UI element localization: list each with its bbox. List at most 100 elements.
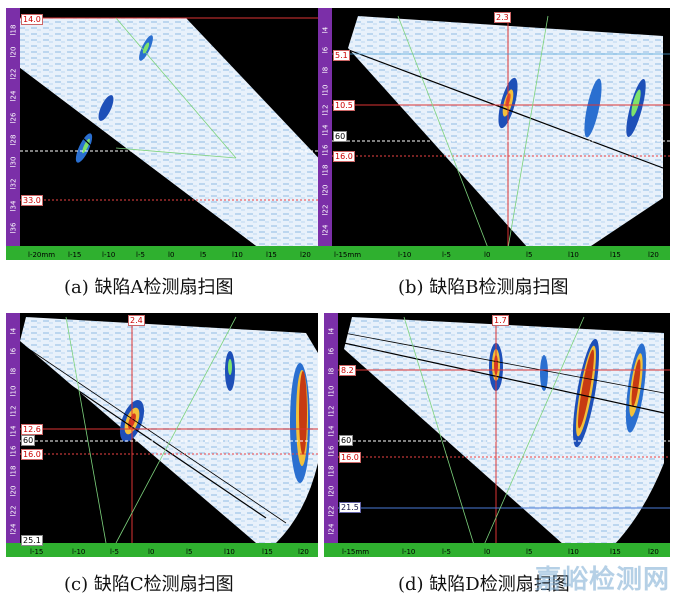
depth-tick: l20 xyxy=(321,184,330,196)
scan-area-d xyxy=(344,317,664,545)
sector-scan-a xyxy=(19,17,328,247)
depth-tick: l22 xyxy=(9,505,18,517)
position-tick: l5 xyxy=(526,251,533,259)
depth-tick: l4 xyxy=(327,327,336,335)
depth-tick: l8 xyxy=(321,66,330,74)
depth-tick: l24 xyxy=(327,523,336,535)
position-tick: l-10 xyxy=(72,548,86,556)
position-tick: l-15 xyxy=(68,251,82,259)
position-tick: l20 xyxy=(298,548,309,556)
depth-tick: l6 xyxy=(327,347,336,355)
gate-marker: 2.3 xyxy=(494,12,511,23)
sector-scan-d xyxy=(338,316,670,546)
gate-marker: 25.1 xyxy=(21,535,43,546)
depth-tick: l4 xyxy=(321,26,330,34)
gate-marker: 8.2 xyxy=(339,365,356,376)
position-tick: l-10 xyxy=(102,251,116,259)
gate-marker: 14.0 xyxy=(21,14,43,25)
position-tick: l15 xyxy=(610,251,621,259)
depth-tick: l12 xyxy=(327,405,336,417)
depth-tick: l16 xyxy=(321,144,330,156)
caption-c: (c) 缺陷C检测扇扫图 xyxy=(64,574,234,595)
gate-marker: 60 xyxy=(333,131,348,142)
position-tick: l10 xyxy=(568,251,579,259)
position-ruler-c: l-15 l-10 l-5 l0 l5 l10 l15 l20 xyxy=(6,543,318,557)
gate-marker: 16.0 xyxy=(333,151,355,162)
position-tick: l-20mm xyxy=(28,251,56,259)
position-tick: l20 xyxy=(648,548,659,556)
position-tick: l-15mm xyxy=(334,251,362,259)
gate-marker: 12.6 xyxy=(21,424,43,435)
position-tick: l20 xyxy=(648,251,659,259)
gate-marker: 33.0 xyxy=(21,195,43,206)
position-ruler-a: l-20mm l-15 l-10 l-5 l0 l5 l10 l15 l20 xyxy=(6,246,328,260)
position-tick: l-5 xyxy=(442,548,451,556)
gate-marker: 10.5 xyxy=(333,100,355,111)
position-tick: l0 xyxy=(484,251,491,259)
depth-tick: l22 xyxy=(9,68,18,80)
depth-tick: l16 xyxy=(9,445,18,457)
position-tick: l-10 xyxy=(398,251,412,259)
position-tick: l5 xyxy=(186,548,193,556)
position-tick: l-5 xyxy=(136,251,145,259)
gate-marker: 16.0 xyxy=(339,452,361,463)
position-tick: l10 xyxy=(224,548,235,556)
depth-tick: l10 xyxy=(327,385,336,397)
depth-tick: l30 xyxy=(9,156,18,168)
caption-a: (a) 缺陷A检测扇扫图 xyxy=(64,277,234,298)
depth-ruler-a: l18 l20 l22 l24 l26 l28 l30 l32 l34 l36 xyxy=(6,8,20,260)
scan-panel-d: l4 l6 l8 l10 l12 l14 l16 l18 l20 l22 l24… xyxy=(324,313,670,557)
sector-scan-c xyxy=(19,316,318,544)
scan-panel-b: l4 l6 l8 l10 l12 l14 l16 l18 l20 l22 l24… xyxy=(318,8,670,260)
depth-tick: l12 xyxy=(321,104,330,116)
depth-tick: l18 xyxy=(9,465,18,477)
position-tick: l15 xyxy=(262,548,273,556)
position-tick: l0 xyxy=(148,548,155,556)
scan-panel-c: l4 l6 l8 l10 l12 l14 l16 l18 l20 l22 l24… xyxy=(6,313,318,557)
depth-tick: l6 xyxy=(321,46,330,54)
depth-tick: l6 xyxy=(9,347,18,355)
gate-marker: 60 xyxy=(21,435,36,446)
scan-panel-a: l18 l20 l22 l24 l26 l28 l30 l32 l34 l36 … xyxy=(6,8,328,260)
caption-b: (b) 缺陷B检测扇扫图 xyxy=(398,277,569,298)
depth-tick: l10 xyxy=(321,84,330,96)
flaw-indication-a xyxy=(98,95,114,121)
gate-marker: 1.7 xyxy=(492,315,509,326)
position-ruler-d: l-15mm l-10 l-5 l0 l5 l10 l15 l20 xyxy=(324,543,670,557)
depth-tick: l14 xyxy=(327,425,336,437)
gate-marker: 2.4 xyxy=(128,315,145,326)
position-tick: l20 xyxy=(300,251,311,259)
position-tick: l-5 xyxy=(110,548,119,556)
gate-marker: 16.0 xyxy=(21,449,43,460)
depth-tick: l24 xyxy=(321,224,330,236)
sector-scan-b xyxy=(332,15,670,249)
gate-marker: 5.1 xyxy=(333,50,350,61)
position-tick: l10 xyxy=(232,251,243,259)
depth-tick: l14 xyxy=(9,425,18,437)
depth-tick: l12 xyxy=(9,405,18,417)
caption-d: (d) 缺陷D检测扇扫图 xyxy=(398,574,570,595)
scan-area-b xyxy=(348,16,663,248)
depth-ruler-d: l4 l6 l8 l10 l12 l14 l16 l18 l20 l22 l24 xyxy=(324,313,338,557)
position-tick: l0 xyxy=(484,548,491,556)
depth-tick: l32 xyxy=(9,178,18,190)
watermark: 嘉峪检测网 xyxy=(534,565,670,595)
depth-tick: l4 xyxy=(9,327,18,335)
depth-tick: l8 xyxy=(327,367,336,375)
depth-tick: l18 xyxy=(321,164,330,176)
depth-tick: l14 xyxy=(321,124,330,136)
depth-tick: l22 xyxy=(327,505,336,517)
depth-tick: l20 xyxy=(327,485,336,497)
depth-tick: l34 xyxy=(9,200,18,212)
depth-tick: l18 xyxy=(9,24,18,36)
position-tick: l-5 xyxy=(442,251,451,259)
depth-tick: l24 xyxy=(9,90,18,102)
position-tick: l-15 xyxy=(30,548,44,556)
depth-tick: l16 xyxy=(327,445,336,457)
scan-area-c xyxy=(20,317,318,543)
position-tick: l-15mm xyxy=(342,548,370,556)
position-tick: l10 xyxy=(568,548,579,556)
depth-tick: l22 xyxy=(321,204,330,216)
depth-tick: l8 xyxy=(9,367,18,375)
depth-tick: l10 xyxy=(9,385,18,397)
